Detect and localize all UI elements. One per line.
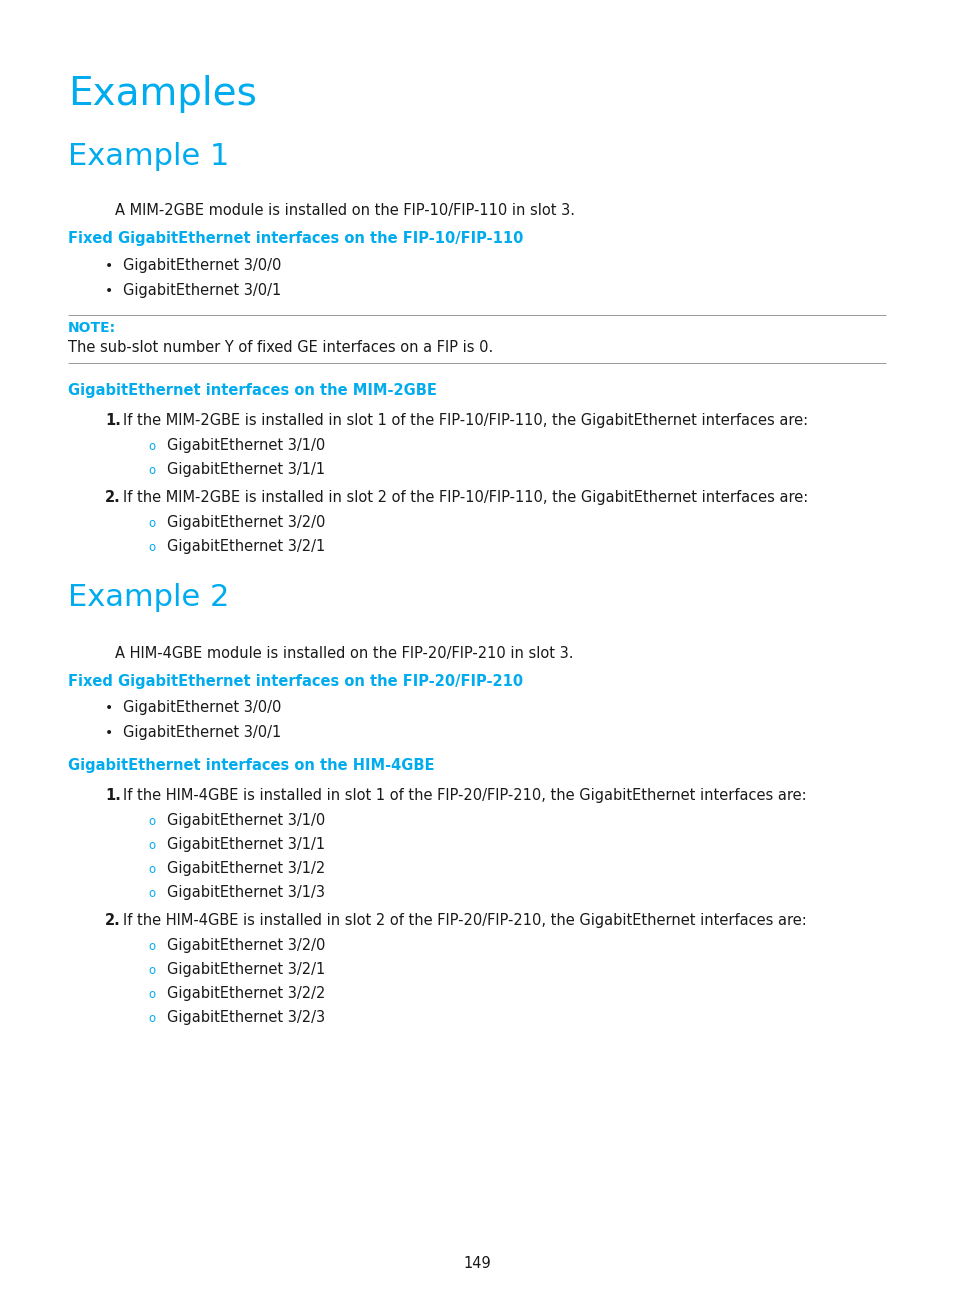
Text: Example 1: Example 1	[68, 143, 229, 171]
Text: GigabitEthernet 3/1/1: GigabitEthernet 3/1/1	[167, 461, 325, 477]
Text: •: •	[105, 284, 113, 298]
Text: GigabitEthernet 3/0/1: GigabitEthernet 3/0/1	[123, 283, 281, 298]
Text: GigabitEthernet 3/0/0: GigabitEthernet 3/0/0	[123, 258, 281, 273]
Text: 2.: 2.	[105, 490, 121, 505]
Text: GigabitEthernet 3/2/0: GigabitEthernet 3/2/0	[167, 515, 325, 530]
Text: o: o	[148, 464, 155, 477]
Text: •: •	[105, 701, 113, 715]
Text: If the MIM-2GBE is installed in slot 1 of the FIP-10/FIP-110, the GigabitEtherne: If the MIM-2GBE is installed in slot 1 o…	[123, 413, 807, 428]
Text: 1.: 1.	[105, 788, 121, 804]
Text: GigabitEthernet 3/2/0: GigabitEthernet 3/2/0	[167, 938, 325, 953]
Text: o: o	[148, 517, 155, 530]
Text: o: o	[148, 441, 155, 454]
Text: o: o	[148, 540, 155, 553]
Text: o: o	[148, 964, 155, 977]
Text: o: o	[148, 940, 155, 953]
Text: NOTE:: NOTE:	[68, 321, 116, 334]
Text: GigabitEthernet 3/2/1: GigabitEthernet 3/2/1	[167, 539, 325, 553]
Text: GigabitEthernet 3/2/3: GigabitEthernet 3/2/3	[167, 1010, 325, 1025]
Text: Fixed GigabitEthernet interfaces on the FIP-10/FIP-110: Fixed GigabitEthernet interfaces on the …	[68, 231, 523, 246]
Text: If the MIM-2GBE is installed in slot 2 of the FIP-10/FIP-110, the GigabitEtherne: If the MIM-2GBE is installed in slot 2 o…	[123, 490, 807, 505]
Text: GigabitEthernet 3/1/0: GigabitEthernet 3/1/0	[167, 438, 325, 454]
Text: Examples: Examples	[68, 75, 256, 113]
Text: GigabitEthernet 3/0/0: GigabitEthernet 3/0/0	[123, 700, 281, 715]
Text: 149: 149	[462, 1256, 491, 1271]
Text: GigabitEthernet 3/1/3: GigabitEthernet 3/1/3	[167, 885, 325, 899]
Text: o: o	[148, 988, 155, 1001]
Text: GigabitEthernet 3/1/0: GigabitEthernet 3/1/0	[167, 813, 325, 828]
Text: GigabitEthernet 3/1/1: GigabitEthernet 3/1/1	[167, 837, 325, 851]
Text: Example 2: Example 2	[68, 583, 229, 612]
Text: The sub-slot number Y of fixed GE interfaces on a FIP is 0.: The sub-slot number Y of fixed GE interf…	[68, 340, 493, 355]
Text: o: o	[148, 886, 155, 899]
Text: o: o	[148, 839, 155, 851]
Text: GigabitEthernet 3/2/2: GigabitEthernet 3/2/2	[167, 986, 325, 1001]
Text: A HIM-4GBE module is installed on the FIP-20/FIP-210 in slot 3.: A HIM-4GBE module is installed on the FI…	[115, 645, 573, 661]
Text: o: o	[148, 815, 155, 828]
Text: GigabitEthernet interfaces on the MIM-2GBE: GigabitEthernet interfaces on the MIM-2G…	[68, 384, 436, 398]
Text: GigabitEthernet 3/2/1: GigabitEthernet 3/2/1	[167, 962, 325, 977]
Text: GigabitEthernet interfaces on the HIM-4GBE: GigabitEthernet interfaces on the HIM-4G…	[68, 758, 434, 772]
Text: •: •	[105, 259, 113, 273]
Text: 2.: 2.	[105, 912, 121, 928]
Text: If the HIM-4GBE is installed in slot 2 of the FIP-20/FIP-210, the GigabitEtherne: If the HIM-4GBE is installed in slot 2 o…	[123, 912, 806, 928]
Text: GigabitEthernet 3/1/2: GigabitEthernet 3/1/2	[167, 861, 325, 876]
Text: 1.: 1.	[105, 413, 121, 428]
Text: o: o	[148, 1012, 155, 1025]
Text: •: •	[105, 726, 113, 740]
Text: If the HIM-4GBE is installed in slot 1 of the FIP-20/FIP-210, the GigabitEtherne: If the HIM-4GBE is installed in slot 1 o…	[123, 788, 806, 804]
Text: GigabitEthernet 3/0/1: GigabitEthernet 3/0/1	[123, 724, 281, 740]
Text: A MIM-2GBE module is installed on the FIP-10/FIP-110 in slot 3.: A MIM-2GBE module is installed on the FI…	[115, 203, 575, 218]
Text: o: o	[148, 863, 155, 876]
Text: Fixed GigabitEthernet interfaces on the FIP-20/FIP-210: Fixed GigabitEthernet interfaces on the …	[68, 674, 522, 689]
